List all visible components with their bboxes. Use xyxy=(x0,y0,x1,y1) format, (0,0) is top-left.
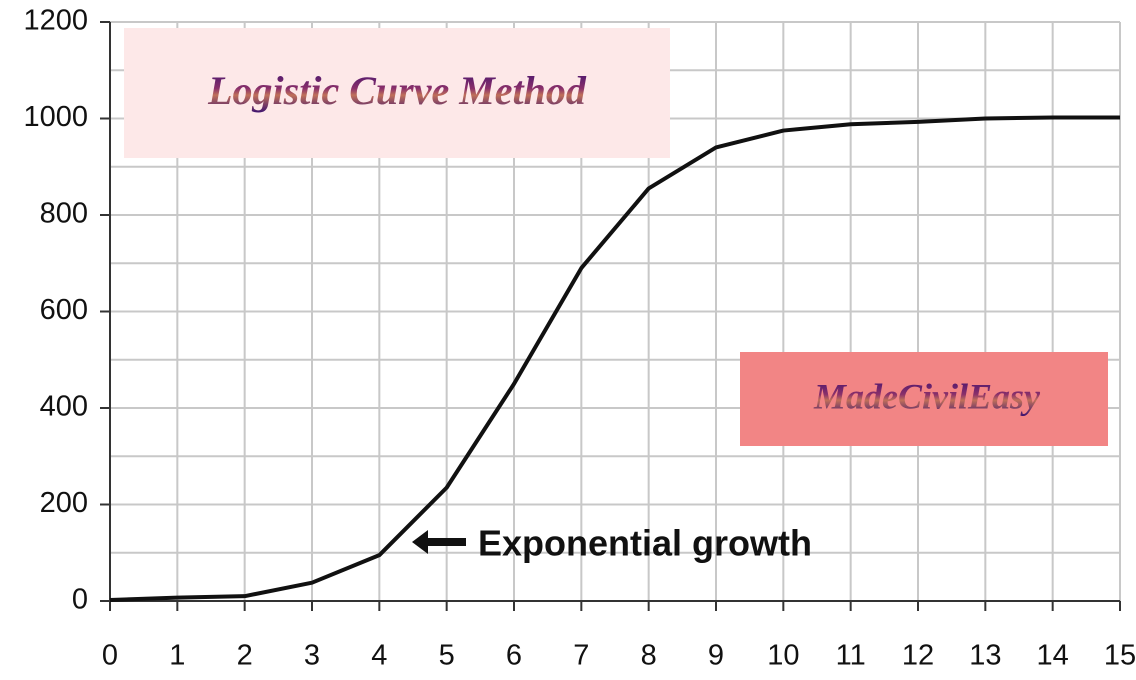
x-tick-label: 10 xyxy=(767,640,799,672)
y-tick-label: 200 xyxy=(40,487,88,519)
x-tick-label: 11 xyxy=(836,640,866,672)
x-tick-label: 15 xyxy=(1104,640,1136,672)
y-tick-label: 1200 xyxy=(23,5,88,37)
y-tick-label: 800 xyxy=(40,198,88,230)
y-tick-label: 400 xyxy=(40,391,88,423)
annotation-title: Logistic Curve Method xyxy=(207,68,587,113)
x-tick-label: 4 xyxy=(371,640,387,672)
series-line xyxy=(109,115,1120,603)
title-box xyxy=(124,28,670,158)
annotation-brand: MadeCivilEasy xyxy=(813,376,1041,416)
y-tick-label: 1000 xyxy=(23,101,88,133)
x-tick-label: 6 xyxy=(506,640,522,672)
x-tick-label: 12 xyxy=(902,640,934,672)
y-tick-label: 0 xyxy=(72,584,88,616)
x-tick-label: 13 xyxy=(969,640,1001,672)
x-tick-label: 8 xyxy=(641,640,657,672)
x-tick-label: 3 xyxy=(304,640,320,672)
brand-box xyxy=(740,352,1108,446)
x-tick-label: 1 xyxy=(169,640,185,672)
x-tick-label: 5 xyxy=(439,640,455,672)
annotation-note: Exponential growth xyxy=(478,523,812,564)
x-tick-label: 9 xyxy=(708,640,724,672)
annotation-arrow xyxy=(412,530,466,554)
x-tick-label: 14 xyxy=(1037,640,1069,672)
plot xyxy=(109,115,1120,603)
x-tick-label: 2 xyxy=(237,640,253,672)
x-tick-label: 7 xyxy=(573,640,589,672)
y-tick-label: 600 xyxy=(40,294,88,326)
x-tick-label: 0 xyxy=(102,640,118,672)
